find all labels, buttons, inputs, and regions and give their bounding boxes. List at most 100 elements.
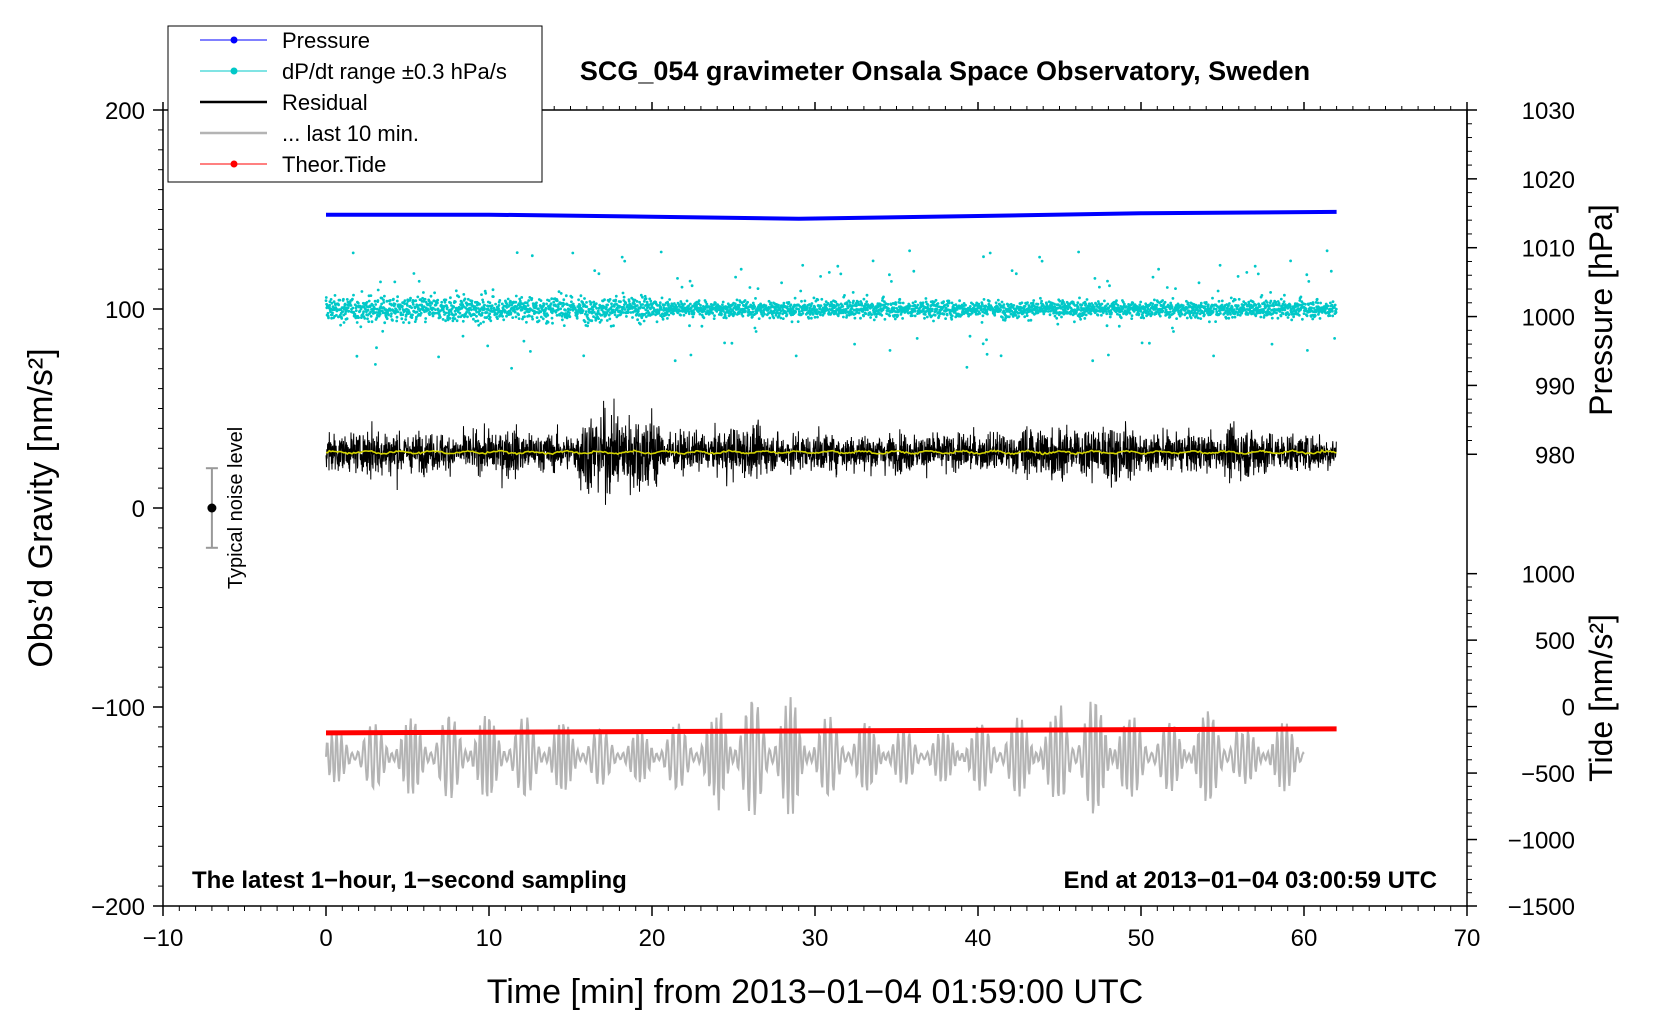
y-tick-label-pressure: 1000	[1522, 305, 1575, 332]
dpdt-point	[1163, 300, 1167, 304]
dpdt-point	[1220, 299, 1224, 303]
dpdt-point	[1283, 293, 1286, 297]
dpdt-point	[637, 309, 640, 313]
dpdt-point	[994, 301, 998, 305]
dpdt-point	[1325, 307, 1329, 310]
dpdt-point	[484, 291, 488, 295]
dpdt-point	[635, 304, 639, 307]
dpdt-point	[1020, 301, 1024, 305]
dpdt-point	[908, 249, 911, 253]
dpdt-point	[1196, 312, 1199, 315]
dpdt-point	[892, 306, 896, 310]
dpdt-point	[613, 313, 617, 317]
dpdt-point	[703, 309, 706, 313]
dpdt-point	[461, 334, 465, 338]
dpdt-point	[1066, 307, 1070, 311]
dpdt-point	[1203, 313, 1206, 317]
dpdt-point	[1217, 299, 1221, 303]
dpdt-point	[402, 321, 405, 324]
dpdt-point	[911, 310, 915, 314]
dpdt-point	[1194, 303, 1198, 307]
dpdt-point	[1036, 302, 1040, 306]
dpdt-point	[1253, 264, 1257, 268]
dpdt-point	[470, 301, 474, 305]
y-tick-label-left: 200	[105, 98, 145, 125]
dpdt-point	[568, 315, 572, 319]
dpdt-point	[869, 316, 872, 319]
dpdt-point	[1165, 305, 1168, 309]
dpdt-point	[938, 312, 942, 315]
dpdt-point	[1218, 263, 1222, 267]
y-tick-label-tide: −1500	[1508, 894, 1575, 921]
dpdt-point	[332, 300, 336, 304]
dpdt-point	[737, 305, 741, 309]
dpdt-point	[586, 313, 589, 317]
dpdt-point	[496, 317, 499, 320]
dpdt-point	[515, 251, 519, 255]
dpdt-point	[924, 300, 928, 304]
dpdt-point	[743, 299, 747, 302]
dpdt-point	[1236, 313, 1240, 317]
dpdt-point	[360, 290, 364, 293]
dpdt-point	[747, 308, 751, 312]
dpdt-point	[1311, 317, 1315, 321]
dpdt-point	[401, 313, 405, 316]
dpdt-point	[659, 305, 663, 309]
dpdt-point	[1304, 307, 1308, 311]
dpdt-point	[491, 288, 495, 292]
dpdt-point	[911, 314, 914, 317]
dpdt-point	[505, 314, 508, 318]
dpdt-point	[523, 315, 526, 319]
dpdt-point	[392, 297, 395, 301]
dpdt-point	[886, 302, 890, 306]
dpdt-point	[1258, 305, 1262, 308]
dpdt-point	[1233, 312, 1237, 316]
dpdt-point	[511, 316, 515, 319]
dpdt-point	[797, 307, 801, 311]
dpdt-point	[610, 305, 614, 308]
dpdt-point	[431, 314, 435, 318]
dpdt-point	[382, 298, 385, 302]
dpdt-point	[1089, 312, 1093, 316]
dpdt-point	[794, 354, 798, 358]
dpdt-point	[923, 313, 927, 316]
legend-entry: dP/dt range ±0.3 hPa/s	[200, 59, 507, 84]
dpdt-point	[707, 305, 711, 308]
dpdt-point	[942, 312, 946, 316]
dpdt-point	[896, 314, 900, 317]
annotation-latest-hour: The latest 1−hour, 1−second sampling	[192, 867, 627, 894]
dpdt-point	[658, 301, 662, 305]
dpdt-point	[772, 316, 776, 320]
dpdt-point	[1148, 341, 1151, 345]
dpdt-point	[375, 307, 379, 311]
dpdt-point	[621, 291, 625, 295]
pressure-line	[326, 209, 1337, 221]
dpdt-point	[631, 316, 634, 319]
dpdt-point	[987, 299, 991, 303]
dpdt-point	[503, 309, 507, 313]
dpdt-point	[921, 301, 925, 305]
dpdt-point	[1276, 316, 1280, 320]
dpdt-point	[868, 311, 872, 314]
dpdt-point	[477, 323, 481, 327]
dpdt-point	[1139, 309, 1143, 313]
dpdt-point	[640, 316, 644, 320]
dpdt-point	[603, 298, 606, 302]
dpdt-point	[517, 317, 521, 320]
dpdt-point	[764, 304, 768, 308]
dpdt-point	[358, 309, 362, 313]
dpdt-point	[525, 320, 528, 324]
dpdt-point	[554, 304, 557, 308]
dpdt-point	[362, 310, 365, 314]
dpdt-point	[777, 303, 780, 307]
dpdt-point	[495, 312, 499, 316]
dpdt-point	[596, 309, 600, 313]
dpdt-point	[539, 310, 543, 314]
dpdt-point	[856, 300, 860, 304]
dpdt-point	[590, 319, 594, 323]
dpdt-point	[815, 308, 819, 311]
dpdt-point	[890, 280, 893, 283]
dpdt-point	[1196, 316, 1200, 320]
dpdt-point	[408, 299, 412, 302]
dpdt-point	[899, 301, 902, 305]
